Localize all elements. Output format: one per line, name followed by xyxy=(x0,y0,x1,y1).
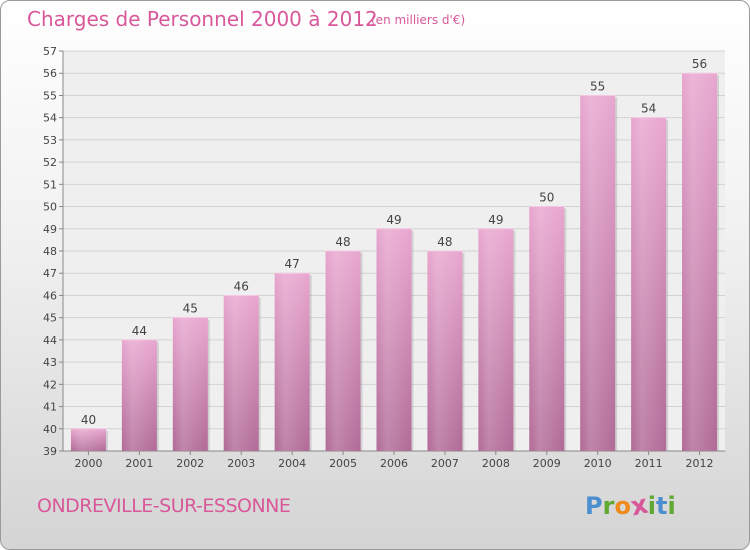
x-tick-label: 2012 xyxy=(686,457,714,470)
y-tick-label: 49 xyxy=(43,223,57,236)
y-tick-label: 42 xyxy=(43,378,57,391)
y-tick-label: 51 xyxy=(43,178,57,191)
y-tick-label: 46 xyxy=(43,289,57,302)
bar-highlight xyxy=(172,317,208,451)
logo-letter: P xyxy=(585,492,603,520)
y-tick-label: 57 xyxy=(43,45,57,58)
city-name: ONDREVILLE-SUR-ESSONNE xyxy=(37,495,291,517)
x-tick-label: 2004 xyxy=(278,457,306,470)
bar-highlight xyxy=(427,251,463,451)
x-tick-label: 2005 xyxy=(329,457,357,470)
y-tick-label: 44 xyxy=(43,334,57,347)
logo-letter: t xyxy=(655,492,668,520)
bar-value-label: 48 xyxy=(437,235,452,249)
bar-value-label: 55 xyxy=(590,79,605,93)
chart-title: Charges de Personnel 2000 à 2012 xyxy=(27,7,378,31)
y-tick-label: 50 xyxy=(43,201,57,214)
y-tick-label: 55 xyxy=(43,89,57,102)
chart-subtitle: (en milliers d'€) xyxy=(371,13,466,27)
bar-value-label: 56 xyxy=(692,57,707,71)
x-tick-label: 2011 xyxy=(635,457,663,470)
bar-value-label: 46 xyxy=(234,279,249,293)
y-tick-label: 54 xyxy=(43,112,57,125)
bar-value-label: 48 xyxy=(335,235,350,249)
x-tick-label: 2007 xyxy=(431,457,459,470)
logo-letter: i xyxy=(647,492,656,520)
bar-value-label: 47 xyxy=(285,257,300,271)
x-tick-label: 2001 xyxy=(125,457,153,470)
y-tick-label: 40 xyxy=(43,423,57,436)
y-tick-label: 53 xyxy=(43,134,57,147)
logo-letter: r xyxy=(602,492,615,520)
x-tick-label: 2009 xyxy=(533,457,561,470)
y-tick-label: 56 xyxy=(43,67,57,80)
bar-value-label: 49 xyxy=(386,213,401,227)
y-tick-label: 41 xyxy=(43,401,57,414)
bar-value-label: 40 xyxy=(81,413,96,427)
y-tick-label: 43 xyxy=(43,356,57,369)
bar-highlight xyxy=(121,339,157,451)
bar-highlight xyxy=(70,428,106,451)
y-tick-label: 45 xyxy=(43,312,57,325)
bar-highlight xyxy=(376,228,412,451)
logo-letter: o xyxy=(614,492,631,520)
bar-highlight xyxy=(529,206,565,451)
y-tick-label: 48 xyxy=(43,245,57,258)
bar-highlight xyxy=(274,273,310,451)
x-tick-label: 2010 xyxy=(584,457,612,470)
bar-value-label: 49 xyxy=(488,213,503,227)
y-tick-label: 47 xyxy=(43,267,57,280)
x-tick-label: 2008 xyxy=(482,457,510,470)
bar-value-label: 45 xyxy=(183,302,198,316)
bar-highlight xyxy=(682,73,718,451)
x-tick-label: 2003 xyxy=(227,457,255,470)
x-tick-label: 2000 xyxy=(74,457,102,470)
y-tick-label: 52 xyxy=(43,156,57,169)
bar-highlight xyxy=(478,228,514,451)
bar-value-label: 54 xyxy=(641,102,656,116)
x-tick-label: 2002 xyxy=(176,457,204,470)
bar-highlight xyxy=(580,95,616,451)
bar-value-label: 44 xyxy=(132,324,147,338)
x-tick-label: 2006 xyxy=(380,457,408,470)
bar-highlight xyxy=(631,117,667,452)
bar-highlight xyxy=(325,251,361,451)
logo-letter: i xyxy=(667,492,676,520)
proxiti-logo: Proxiti xyxy=(585,490,676,523)
bar-highlight xyxy=(223,295,259,451)
bar-value-label: 50 xyxy=(539,191,554,205)
y-tick-label: 39 xyxy=(43,445,57,458)
